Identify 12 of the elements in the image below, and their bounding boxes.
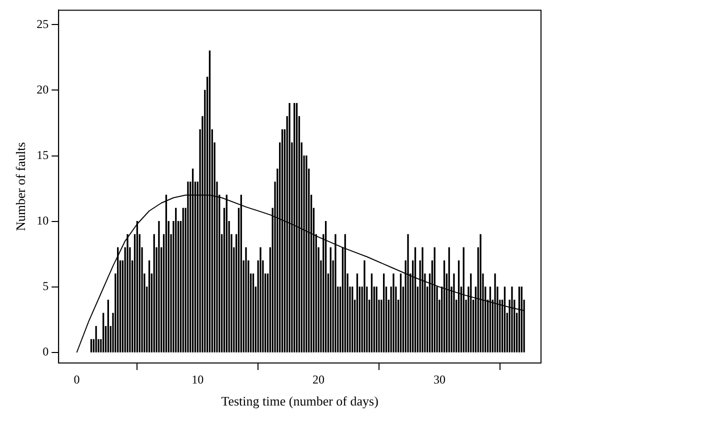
y-tick-label: 25 bbox=[36, 16, 49, 31]
x-tick-label: 0 bbox=[74, 372, 80, 386]
x-tick-label: 30 bbox=[433, 372, 446, 386]
y-tick-label: 5 bbox=[42, 279, 49, 294]
y-tick-label: 0 bbox=[42, 344, 49, 359]
x-tick-label: 10 bbox=[192, 372, 204, 386]
y-tick-label: 10 bbox=[36, 214, 49, 228]
x-tick-label: 20 bbox=[312, 372, 325, 386]
x-axis-title: Testing time (number of days) bbox=[221, 394, 378, 409]
y-axis-title: Number of faults bbox=[13, 142, 28, 232]
y-tick-label: 15 bbox=[36, 148, 49, 162]
y-tick-label: 20 bbox=[36, 82, 49, 96]
